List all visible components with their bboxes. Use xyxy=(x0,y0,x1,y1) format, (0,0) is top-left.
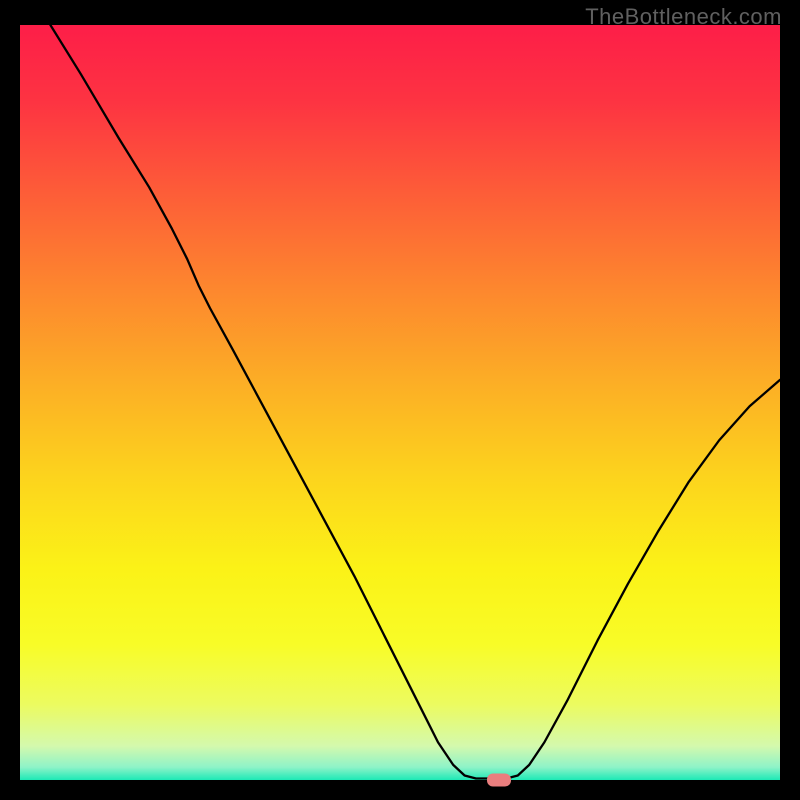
optimal-point-marker xyxy=(487,774,511,787)
chart-plot-area xyxy=(20,25,780,780)
chart-svg xyxy=(20,25,780,780)
watermark-text: TheBottleneck.com xyxy=(585,4,782,30)
